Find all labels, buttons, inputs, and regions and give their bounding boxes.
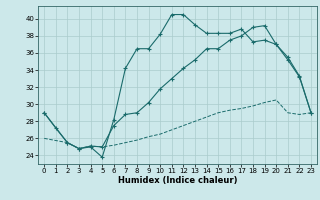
X-axis label: Humidex (Indice chaleur): Humidex (Indice chaleur) [118,176,237,185]
